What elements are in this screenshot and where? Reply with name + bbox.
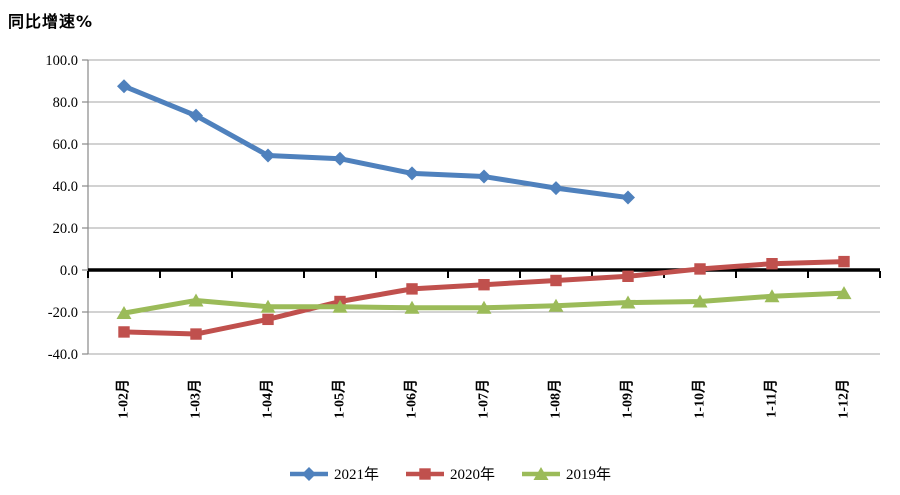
marker-triangle-icon xyxy=(533,466,549,480)
marker-triangle-icon xyxy=(548,298,564,312)
marker-square-icon xyxy=(766,258,778,270)
marker-square-icon xyxy=(478,279,490,291)
x-tick-label: 1-11月 xyxy=(764,379,780,418)
marker-diamond-icon xyxy=(261,148,275,163)
legend-label-2019: 2019年 xyxy=(566,467,612,483)
series-line xyxy=(123,83,629,201)
legend-label-2020: 2020年 xyxy=(449,467,495,483)
legend-item-2021: 2021年 xyxy=(289,463,379,484)
y-tick-label: 0.0 xyxy=(60,263,78,279)
marker-triangle-icon xyxy=(116,306,132,320)
marker-triangle-icon xyxy=(476,300,492,314)
marker-triangle-icon xyxy=(332,299,348,313)
line-chart-plot-area: 100.0 80.0 60.0 40.0 20.0 0.0 -20.0 -40.0 1-02月 1… xyxy=(45,53,881,419)
y-tick-label: 60.0 xyxy=(53,137,78,153)
legend-item-2019: 2019年 xyxy=(521,463,611,484)
x-tick-label: 1-07月 xyxy=(476,379,492,419)
x-tick-label: 1-06月 xyxy=(404,379,420,419)
series-2020年 xyxy=(118,255,850,340)
legend-marker-2019-triangle-icon xyxy=(522,466,560,480)
marker-diamond-icon xyxy=(549,181,563,196)
marker-diamond-icon xyxy=(189,108,203,123)
x-tick-label: 1-08月 xyxy=(548,379,564,419)
legend-marker-2021-diamond-icon xyxy=(289,466,328,481)
marker-triangle-icon xyxy=(764,289,780,303)
x-tick-label: 1-05月 xyxy=(332,379,348,419)
marker-diamond-icon xyxy=(621,190,635,205)
x-tick-label: 1-02月 xyxy=(116,379,132,419)
legend-label-2021: 2021年 xyxy=(333,467,379,483)
marker-diamond-icon xyxy=(301,466,316,481)
marker-diamond-icon xyxy=(333,151,347,166)
chart-y-axis-title: 同比增速% xyxy=(8,12,94,31)
marker-square-icon xyxy=(406,283,418,295)
x-tick-label: 1-10月 xyxy=(692,379,708,419)
marker-diamond-icon xyxy=(405,166,419,181)
series-2019年 xyxy=(116,286,852,320)
y-tick-label: 20.0 xyxy=(53,221,78,237)
x-tick-label: 1-12月 xyxy=(836,379,852,419)
marker-square-icon xyxy=(838,255,850,268)
series-2021年 xyxy=(117,79,635,205)
marker-square-icon xyxy=(622,270,634,282)
marker-square-icon xyxy=(190,328,202,340)
y-tick-label: 40.0 xyxy=(53,179,78,195)
x-tick-label: 1-04月 xyxy=(260,379,276,419)
y-tick-label: 80.0 xyxy=(53,95,78,111)
y-tick-label: 100.0 xyxy=(45,53,78,69)
marker-triangle-icon xyxy=(836,286,852,300)
marker-square-icon xyxy=(550,274,562,287)
marker-triangle-icon xyxy=(692,294,708,308)
marker-diamond-icon xyxy=(117,79,131,94)
chart-legend: 2021年 2020年 2019年 xyxy=(0,463,900,484)
marker-square-icon xyxy=(419,467,431,480)
y-tick-label: -40.0 xyxy=(48,347,78,363)
marker-triangle-icon xyxy=(404,300,420,314)
marker-triangle-icon xyxy=(188,293,204,307)
x-tick-label: 1-09月 xyxy=(620,379,636,419)
legend-marker-2020-square-icon xyxy=(405,467,444,480)
marker-diamond-icon xyxy=(477,169,491,184)
y-tick-label: -20.0 xyxy=(48,305,78,321)
marker-square-icon xyxy=(694,263,706,275)
marker-square-icon xyxy=(262,313,274,326)
marker-triangle-icon xyxy=(620,295,636,309)
marker-triangle-icon xyxy=(260,299,276,313)
x-tick-label: 1-03月 xyxy=(188,379,204,419)
legend-item-2020: 2020年 xyxy=(405,463,495,484)
marker-square-icon xyxy=(118,326,130,338)
